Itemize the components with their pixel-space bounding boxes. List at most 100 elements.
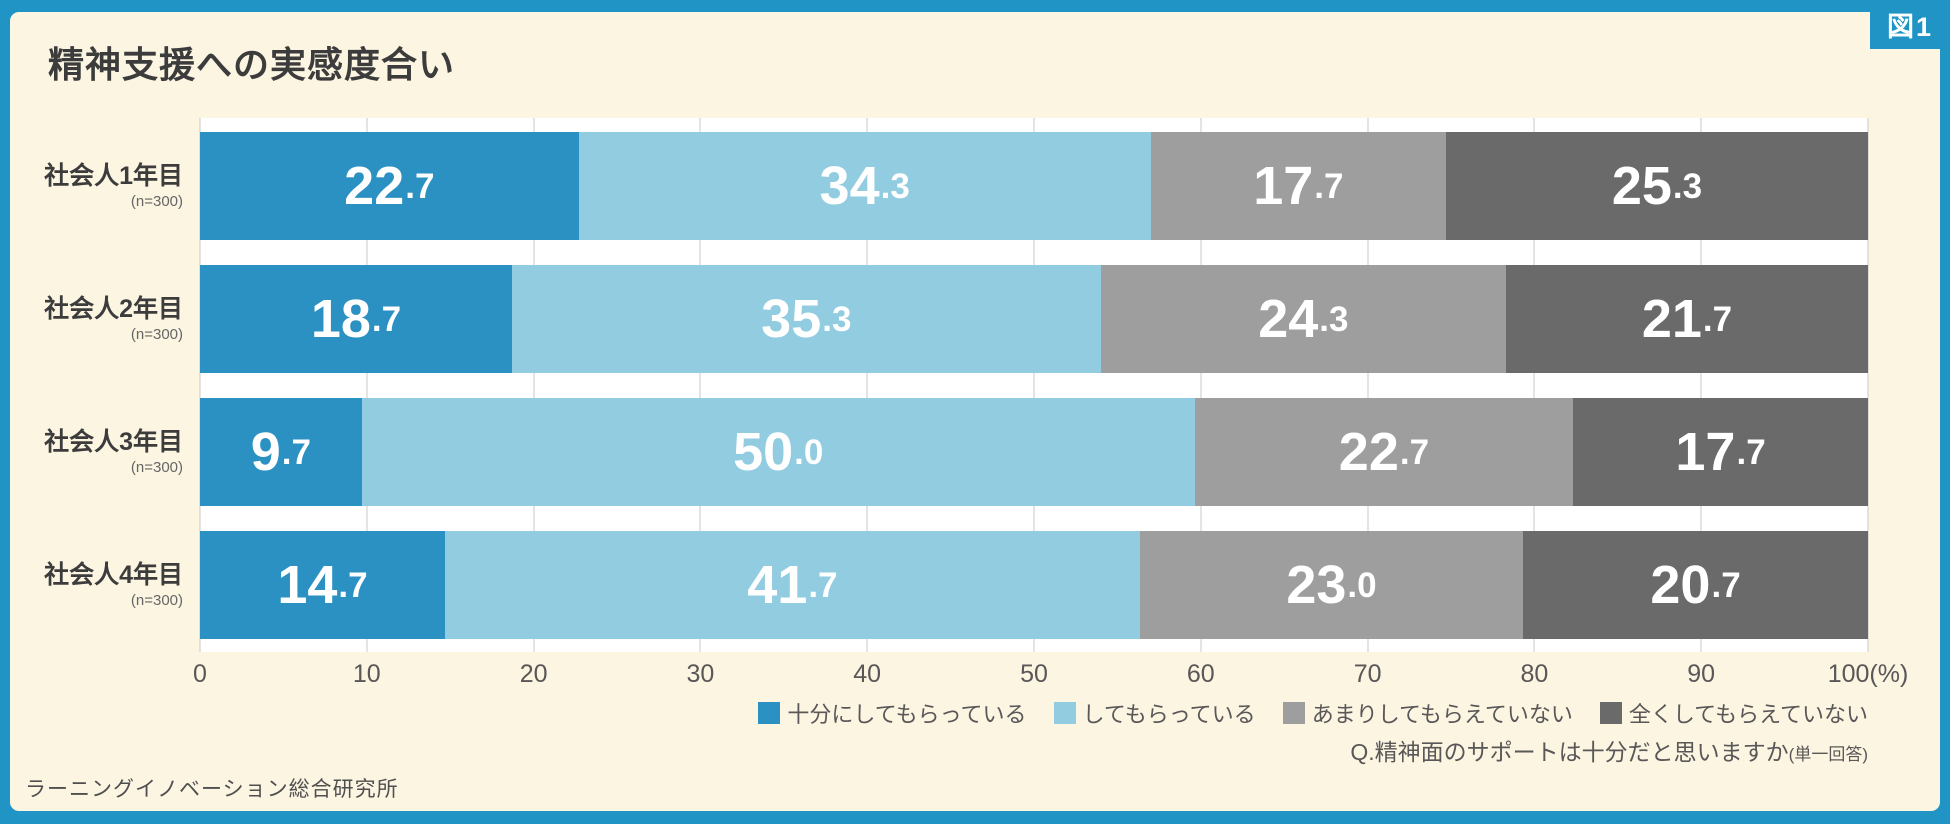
- x-axis-tick-label: 100(%): [1827, 660, 1909, 688]
- segment-value-decimal: .7: [1711, 565, 1741, 605]
- category-label: 社会人1年目: [44, 162, 183, 191]
- bar-segment: 34.3: [578, 132, 1151, 240]
- segment-value-decimal: .3: [880, 166, 910, 206]
- bar-segment: 24.3: [1100, 265, 1507, 373]
- sample-size-note: (n=300): [130, 458, 183, 476]
- segment-value-decimal: .3: [1672, 166, 1703, 206]
- stacked-bar-chart: 社会人1年目 (n=300) 22.7 34.3 17.7 25.3 社会人2年目 (n=30…: [20, 118, 1869, 652]
- legend-swatch: [1282, 702, 1305, 724]
- legend-item: 全くしてもらえていない: [1599, 697, 1868, 729]
- segment-value-integer: 14: [277, 555, 338, 615]
- segment-value-integer: 50: [733, 422, 794, 482]
- figure-number-badge: 図1: [1870, 0, 1950, 49]
- bar-segment: 21.7: [1506, 265, 1868, 373]
- x-axis-tick-label: 50: [1020, 660, 1048, 688]
- x-axis-tick-label: 0: [193, 660, 207, 688]
- gridline: [1533, 118, 1535, 652]
- bar-segment: 20.7: [1523, 531, 1868, 639]
- segment-value-integer: 17: [1253, 156, 1314, 216]
- gridline: [199, 118, 201, 652]
- stacked-bar: 14.7 41.7 23.0 20.7: [200, 531, 1868, 639]
- segment-value-integer: 35: [761, 289, 822, 349]
- bar-row: 社会人1年目 (n=300) 22.7 34.3 17.7 25.3: [20, 132, 1868, 240]
- bar-row: 社会人2年目 (n=300) 18.7 35.3 24.3 21.7: [20, 265, 1868, 373]
- x-axis-tick-label: 80: [1520, 660, 1549, 688]
- x-axis-tick-label: 90: [1687, 660, 1716, 688]
- segment-value-integer: 18: [310, 289, 371, 349]
- segment-value-decimal: .7: [338, 565, 368, 605]
- segment-value-decimal: .3: [1319, 299, 1349, 339]
- x-axis-tick-label: 40: [853, 660, 882, 688]
- gridline: [1200, 118, 1202, 652]
- bar-segment: 22.7: [1194, 398, 1574, 506]
- legend-swatch: [1053, 702, 1076, 724]
- row-label: 社会人1年目 (n=300): [20, 132, 200, 240]
- gridline: [1367, 118, 1369, 652]
- segment-value-integer: 20: [1650, 555, 1711, 615]
- segment-value-integer: 22: [344, 156, 405, 216]
- question-main: Q.精神面のサポートは十分だと思いますか: [1350, 739, 1789, 765]
- figure-number-label: 図1: [1886, 12, 1934, 42]
- bar-segment: 18.7: [200, 265, 512, 373]
- bar-segment: 50.0: [361, 398, 1195, 506]
- legend-label: あまりしてもらえていない: [1311, 702, 1573, 727]
- gridline: [533, 118, 535, 652]
- row-label: 社会人3年目 (n=300): [20, 398, 200, 506]
- segment-value-decimal: .3: [822, 299, 852, 339]
- bar-segment: 9.7: [200, 398, 362, 506]
- bar-segment: 25.3: [1445, 132, 1868, 240]
- gridline: [1867, 118, 1869, 652]
- segment-value-integer: 22: [1338, 422, 1399, 482]
- legend-label: 十分にしてもらっている: [787, 702, 1027, 727]
- segment-value-decimal: .0: [1347, 565, 1377, 605]
- gridline: [366, 118, 368, 652]
- x-axis: 0 10 20 30 40 50 60 70 80 90 100(%): [193, 660, 1908, 694]
- segment-value-decimal: .7: [1736, 432, 1766, 472]
- segment-value-decimal: .0: [794, 432, 824, 472]
- segment-value-integer: 34: [819, 156, 880, 216]
- segment-value-integer: 24: [1258, 289, 1319, 349]
- segment-value-decimal: .7: [1702, 299, 1733, 339]
- bar-row: 社会人4年目 (n=300) 14.7 41.7 23.0 20.7: [20, 531, 1868, 639]
- category-label: 社会人3年目: [44, 428, 183, 457]
- segment-value-integer: 23: [1286, 555, 1347, 615]
- segment-value-decimal: .7: [1399, 432, 1430, 472]
- legend: 十分にしてもらっている してもらっている あまりしてもらえていない 全くしてもらえてい…: [758, 697, 1868, 729]
- segment-value-integer: 41: [747, 555, 808, 615]
- stacked-bar: 18.7 35.3 24.3 21.7: [200, 265, 1868, 373]
- gridline: [699, 118, 701, 652]
- question-text: Q.精神面のサポートは十分だと思いますか(単一回答): [1350, 733, 1868, 767]
- segment-value-decimal: .7: [371, 299, 402, 339]
- row-label: 社会人2年目 (n=300): [20, 265, 200, 373]
- chart-title: 精神支援への実感度合い: [48, 44, 456, 85]
- legend-item: あまりしてもらえていない: [1282, 697, 1573, 729]
- stacked-bar: 9.7 50.0 22.7 17.7: [200, 398, 1868, 506]
- row-label: 社会人4年目 (n=300): [20, 531, 200, 639]
- sample-size-note: (n=300): [130, 591, 183, 609]
- bar-segment: 17.7: [1150, 132, 1446, 240]
- bar-segment: 41.7: [444, 531, 1140, 639]
- segment-value-decimal: .7: [808, 565, 838, 605]
- x-axis-tick-label: 60: [1186, 660, 1215, 688]
- bar-row: 社会人3年目 (n=300) 9.7 50.0 22.7 17.7: [20, 398, 1868, 506]
- category-label: 社会人2年目: [44, 295, 183, 324]
- segment-value-decimal: .7: [281, 432, 311, 472]
- legend-label: してもらっている: [1082, 702, 1256, 727]
- segment-value-integer: 17: [1675, 422, 1736, 482]
- bar-segment: 14.7: [200, 531, 445, 639]
- gridline: [1700, 118, 1702, 652]
- x-axis-tick-label: 70: [1353, 660, 1382, 688]
- x-axis-tick-label: 10: [352, 660, 381, 688]
- bar-segment: 35.3: [511, 265, 1101, 373]
- legend-swatch: [758, 702, 781, 724]
- segment-value-decimal: .7: [405, 166, 435, 206]
- legend-item: してもらっている: [1053, 697, 1256, 729]
- bar-segment: 23.0: [1139, 531, 1524, 639]
- gridline: [1033, 118, 1035, 652]
- question-suffix: (単一回答): [1788, 745, 1868, 764]
- x-axis-tick-label: 20: [519, 660, 548, 688]
- bar-segment: 17.7: [1573, 398, 1868, 506]
- bar-rows: 社会人1年目 (n=300) 22.7 34.3 17.7 25.3 社会人2年目 (n=30…: [20, 118, 1868, 652]
- segment-value-integer: 21: [1641, 289, 1702, 349]
- legend-label: 全くしてもらえていない: [1628, 702, 1868, 727]
